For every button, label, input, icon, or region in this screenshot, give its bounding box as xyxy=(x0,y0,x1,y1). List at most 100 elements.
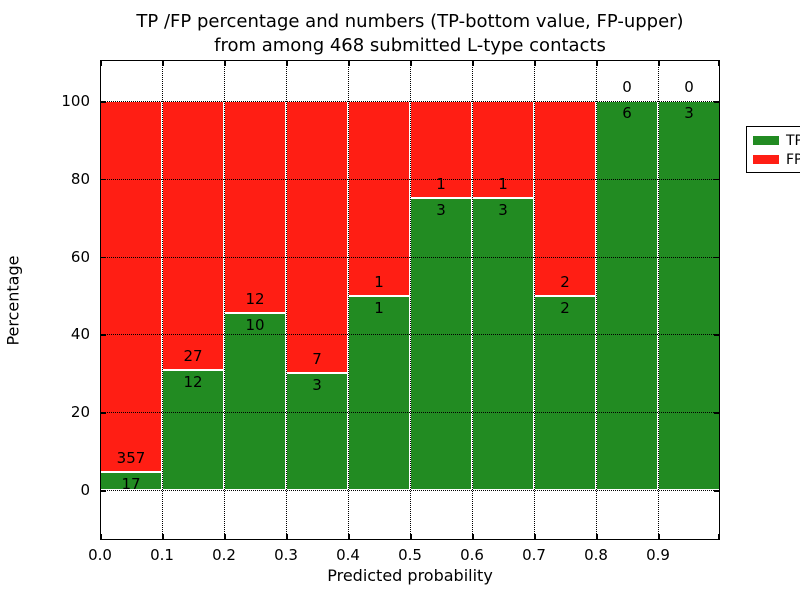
chart-title-line2: from among 468 submitted L-type contacts xyxy=(214,35,606,56)
x-tick-label: 0.0 xyxy=(88,546,112,564)
bar-segment-tp xyxy=(596,101,658,490)
bar-segment-fp xyxy=(100,101,162,473)
y-tick-mark xyxy=(100,101,106,103)
tp-color-swatch xyxy=(753,136,779,145)
y-tick-mark xyxy=(100,412,106,414)
bar-segment-fp xyxy=(534,101,596,296)
x-tick-mark xyxy=(162,60,164,66)
bar-count-label-fp: 1 xyxy=(436,175,446,194)
bar-count-label-fp: 0 xyxy=(684,78,694,96)
bar-segment-tp xyxy=(472,198,534,490)
legend-item-fp: FP xyxy=(753,151,800,168)
x-tick-mark xyxy=(718,60,720,66)
x-tick-label: 0.4 xyxy=(336,546,360,564)
chart-title: TP /FP percentage and numbers (TP-bottom… xyxy=(100,10,720,58)
bar-count-label-tp: 6 xyxy=(622,104,632,122)
x-tick-mark xyxy=(472,60,474,66)
y-tick-mark xyxy=(714,412,720,414)
x-tick-mark xyxy=(718,534,720,540)
bar-segment-tp xyxy=(534,295,596,490)
bar-count-label-tp: 10 xyxy=(245,316,265,335)
x-tick-label: 0.3 xyxy=(274,546,298,564)
y-tick-mark xyxy=(714,490,720,492)
bar-count-label-tp: 17 xyxy=(121,475,141,494)
x-tick-mark xyxy=(534,534,536,540)
bar-count-label-fp: 1 xyxy=(374,272,384,291)
x-tick-mark xyxy=(286,60,288,66)
v-gridline xyxy=(596,60,597,540)
v-gridline xyxy=(658,60,659,540)
bar-count-label-tp: 3 xyxy=(312,376,322,395)
x-tick-mark xyxy=(596,60,598,66)
x-tick-mark xyxy=(410,60,412,66)
x-tick-label: 0.9 xyxy=(646,546,670,564)
bar-segment-tp xyxy=(410,198,472,490)
bar-count-label-tp: 12 xyxy=(183,373,203,392)
x-tick-mark xyxy=(472,534,474,540)
bar-segment-fp xyxy=(224,101,286,314)
x-tick-mark xyxy=(410,534,412,540)
x-tick-mark xyxy=(100,534,102,540)
bar-count-label-fp: 12 xyxy=(245,290,265,309)
x-tick-label: 0.2 xyxy=(212,546,236,564)
x-tick-mark xyxy=(658,534,660,540)
bar-segment-tp xyxy=(162,370,224,490)
v-gridline xyxy=(472,60,473,540)
y-tick-mark xyxy=(100,256,106,259)
bar-segment-tp xyxy=(348,295,410,490)
bar-count-label-tp: 3 xyxy=(436,201,446,220)
bar-count-label-fp: 1 xyxy=(498,175,508,194)
v-gridline xyxy=(224,60,225,540)
y-tick-mark xyxy=(714,334,720,336)
bar-segment-fp xyxy=(410,101,472,199)
y-tick-mark xyxy=(714,101,720,103)
x-tick-mark xyxy=(596,534,598,540)
v-gridline xyxy=(534,60,535,540)
bar-count-label-tp: 1 xyxy=(374,298,384,317)
bar-segment-fp xyxy=(348,101,410,296)
y-tick-label: 80 xyxy=(70,169,90,188)
bar-count-label-tp: 3 xyxy=(684,104,694,122)
x-tick-label: 0.5 xyxy=(398,546,422,564)
y-axis-label: Percentage xyxy=(3,255,23,346)
y-tick-mark xyxy=(100,178,106,181)
chart-title-line1: TP /FP percentage and numbers (TP-bottom… xyxy=(136,11,684,32)
bar-count-label-fp: 0 xyxy=(622,78,632,96)
bar-segment-fp xyxy=(162,101,224,371)
bar-count-label-fp: 27 xyxy=(183,347,203,366)
x-tick-mark xyxy=(100,60,102,66)
bar-count-label-fp: 7 xyxy=(312,350,322,369)
bar-segment-fp xyxy=(286,101,348,374)
x-tick-mark xyxy=(224,534,226,540)
legend: TP FP xyxy=(746,126,800,173)
x-tick-mark xyxy=(162,534,164,540)
bar-segment-tp xyxy=(658,101,720,490)
x-tick-mark xyxy=(286,534,288,540)
x-tick-label: 0.1 xyxy=(150,546,174,564)
bar-segment-tp xyxy=(224,313,286,490)
v-gridline xyxy=(286,60,287,540)
v-gridline xyxy=(348,60,349,540)
y-tick-mark xyxy=(100,334,106,336)
x-tick-mark xyxy=(658,60,660,66)
legend-label-fp: FP xyxy=(786,151,800,168)
v-gridline xyxy=(162,60,163,540)
y-tick-mark xyxy=(714,256,720,259)
y-tick-label: 0 xyxy=(80,481,90,499)
bar-count-label-tp: 3 xyxy=(498,201,508,220)
y-tick-label: 60 xyxy=(70,247,90,266)
x-tick-mark xyxy=(348,534,350,540)
fp-color-swatch xyxy=(753,155,779,164)
v-gridline xyxy=(410,60,411,540)
bar-count-label-fp: 2 xyxy=(560,272,570,291)
y-tick-label: 100 xyxy=(61,92,90,110)
y-tick-mark xyxy=(100,490,106,492)
legend-item-tp: TP xyxy=(753,132,800,149)
x-tick-label: 0.7 xyxy=(522,546,546,564)
x-tick-mark xyxy=(224,60,226,66)
y-tick-label: 20 xyxy=(70,403,90,422)
x-tick-mark xyxy=(348,60,350,66)
x-tick-label: 0.6 xyxy=(460,546,484,564)
bar-count-label-tp: 2 xyxy=(560,298,570,317)
